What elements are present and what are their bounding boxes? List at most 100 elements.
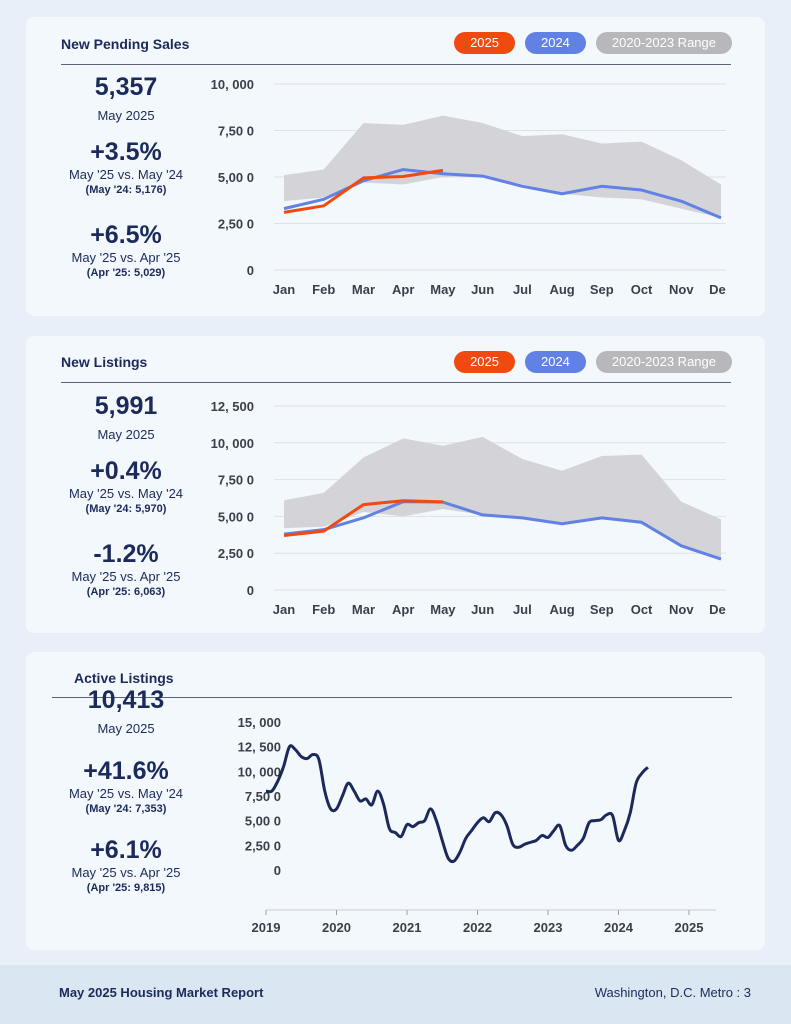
x-tick-label: Aug	[549, 602, 574, 617]
stats-panel: 5,357 May 2025 +3.5% May '25 vs. May '24…	[26, 73, 226, 280]
x-tick-label: Sep	[590, 602, 614, 617]
x-tick-label: Nov	[669, 602, 694, 617]
x-tick-label: 2022	[463, 920, 492, 935]
y-tick-label: 2,50 0	[245, 838, 281, 853]
title-divider	[52, 697, 732, 698]
stat-mom-value: -1.2%	[93, 540, 159, 568]
card-title: New Pending Sales	[61, 36, 190, 52]
stat-yoy-value: +3.5%	[90, 138, 162, 166]
y-tick-label: 12, 500	[238, 740, 281, 755]
stat-mom-label: May '25 vs. Apr '25	[71, 865, 181, 880]
legend-range: 2020-2023 Range	[595, 351, 732, 373]
title-divider	[61, 64, 731, 65]
pending-sales-chart: 0 2,50 0 5,00 0 7,50 0 10, 000 Jan Feb Mar Apr Ma…	[211, 77, 726, 297]
stat-current-value: 10,413	[87, 686, 165, 714]
x-tick-label: Nov	[669, 282, 694, 297]
legend-2024: 2024	[524, 32, 586, 54]
card-title: Active Listings	[74, 670, 174, 686]
x-tick-label: 2019	[252, 920, 281, 935]
stats-panel: 10,413 May 2025 +41.6% May '25 vs. May '…	[26, 686, 226, 895]
legend-2024: 2024	[524, 351, 586, 373]
stat-mom-value: +6.5%	[90, 221, 162, 249]
x-tick-label: May	[430, 602, 456, 617]
legend-2025: 2025	[454, 351, 515, 373]
legend: 2025 2024 2020-2023 Range	[454, 351, 732, 373]
x-tick-label: Jan	[273, 602, 295, 617]
y-tick-label: 0	[247, 583, 254, 598]
range-band	[284, 115, 721, 218]
new-listings-chart: 0 2,50 0 5,00 0 7,50 0 10, 000 12, 500 Jan Feb M…	[211, 399, 726, 617]
stat-current-label: May 2025	[97, 721, 155, 736]
range-band	[284, 436, 721, 558]
y-tick-label: 5,00 0	[245, 814, 281, 829]
stat-yoy-value: +41.6%	[83, 757, 169, 785]
stat-yoy-label: May '25 vs. May '24	[68, 486, 184, 501]
x-tick-label: Apr	[392, 282, 414, 297]
stat-current-label: May 2025	[97, 427, 155, 442]
y-tick-label: 15, 000	[238, 715, 281, 730]
active-listings-card: Active Listings 10,413 May 2025 +41.6% M…	[26, 652, 765, 950]
stat-mom-note: (Apr '25: 6,063)	[86, 586, 166, 598]
stat-current-value: 5,357	[94, 73, 158, 101]
x-tick-label: May	[430, 282, 456, 297]
x-tick-label: Aug	[549, 282, 574, 297]
stat-current-value: 5,991	[94, 392, 158, 420]
x-tick-label: Dec	[709, 282, 726, 297]
series-line-2025	[283, 168, 444, 214]
y-tick-label: 0	[247, 263, 254, 278]
y-tick-label: 10, 000	[238, 764, 281, 779]
x-tick-label: Jun	[471, 282, 494, 297]
page-label: Washington, D.C. Metro : 3	[594, 985, 751, 1000]
x-tick-label: Sep	[590, 282, 614, 297]
y-tick-label: 0	[274, 863, 281, 878]
title-divider	[61, 382, 731, 383]
y-tick-label: 7,50 0	[245, 789, 281, 804]
y-tick-label: 7,50 0	[218, 473, 254, 488]
x-tick-label: 2021	[393, 920, 422, 935]
x-tick-label: Jul	[513, 282, 532, 297]
y-tick-label: 5,00 0	[218, 170, 254, 185]
x-tick-label: Jun	[471, 602, 494, 617]
y-tick-label: 5,00 0	[218, 509, 254, 524]
legend-range: 2020-2023 Range	[595, 32, 732, 54]
stat-mom-label: May '25 vs. Apr '25	[71, 250, 181, 265]
x-tick-label: 2023	[534, 920, 563, 935]
stat-yoy-note: (May '24: 7,353)	[85, 803, 167, 815]
pending-sales-card: New Pending Sales 2025 2024 2020-2023 Ra…	[26, 17, 765, 316]
stat-mom-value: +6.1%	[90, 836, 162, 864]
stat-yoy-value: +0.4%	[90, 457, 162, 485]
x-tick-label: Mar	[352, 282, 375, 297]
x-tick-label: Jan	[273, 282, 295, 297]
y-tick-label: 7,50 0	[218, 124, 254, 139]
y-tick-label: 12, 500	[211, 399, 254, 414]
series-line-2024	[283, 500, 722, 561]
x-tick-label: Feb	[312, 282, 335, 297]
x-tick-label: Apr	[392, 602, 414, 617]
y-tick-label: 2,50 0	[218, 546, 254, 561]
x-tick-label: 2024	[604, 920, 634, 935]
x-tick-label: Dec	[709, 602, 726, 617]
stat-mom-note: (Apr '25: 5,029)	[86, 267, 166, 279]
active-listings-chart: 0 2,50 0 5,00 0 7,50 0 10, 000 12, 500 15, 000…	[238, 715, 716, 935]
x-tick-label: Feb	[312, 602, 335, 617]
report-title: May 2025 Housing Market Report	[59, 985, 264, 1000]
stat-current-label: May 2025	[97, 108, 155, 123]
x-tick-label: Oct	[631, 282, 653, 297]
x-tick-label: 2025	[675, 920, 704, 935]
x-tick-label: 2020	[322, 920, 351, 935]
stat-yoy-note: (May '24: 5,176)	[85, 184, 167, 196]
y-tick-label: 10, 000	[211, 77, 254, 92]
footer: May 2025 Housing Market Report Washingto…	[0, 965, 791, 1024]
stats-panel: 5,991 May 2025 +0.4% May '25 vs. May '24…	[26, 392, 226, 599]
stat-mom-label: May '25 vs. Apr '25	[71, 569, 181, 584]
y-tick-label: 10, 000	[211, 436, 254, 451]
x-tick-label: Jul	[513, 602, 532, 617]
stat-yoy-note: (May '24: 5,970)	[85, 503, 167, 515]
y-tick-label: 2,50 0	[218, 217, 254, 232]
legend: 2025 2024 2020-2023 Range	[454, 32, 732, 54]
new-listings-card: New Listings 2025 2024 2020-2023 Range 5…	[26, 336, 765, 633]
x-tick-label: Mar	[352, 602, 375, 617]
series-line-2025	[283, 499, 443, 538]
stat-yoy-label: May '25 vs. May '24	[68, 786, 184, 801]
x-tick-label: Oct	[631, 602, 653, 617]
